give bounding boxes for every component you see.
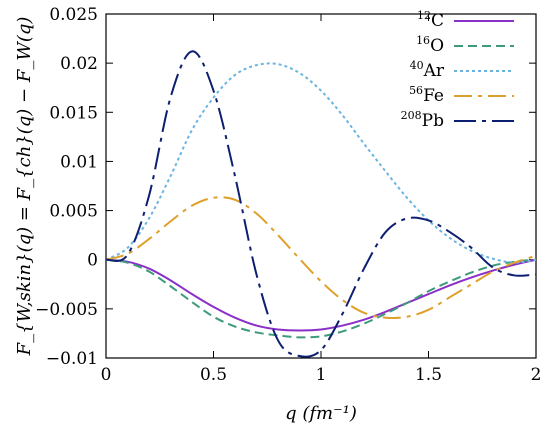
y-tick-label: 0.025 bbox=[49, 5, 98, 25]
x-tick-label: 2 bbox=[531, 365, 542, 385]
y-tick-label: −0.005 bbox=[35, 300, 98, 320]
x-axis-label: q (fm⁻¹) bbox=[285, 403, 357, 424]
legend-label-208Pb: 208Pb bbox=[401, 109, 444, 131]
series-layer bbox=[106, 50, 536, 358]
series-line-12C bbox=[106, 258, 536, 332]
legend-label-12C: 12C bbox=[417, 9, 444, 31]
series-line-16O bbox=[106, 258, 536, 339]
series-line-208Pb bbox=[106, 50, 536, 358]
legend-label-56Fe: 56Fe bbox=[409, 84, 444, 106]
y-tick-label: 0 bbox=[87, 251, 98, 271]
legend-label-40Ar: 40Ar bbox=[410, 59, 445, 81]
y-axis-label: F_{W,skin}(q) = F_{ch}(q) − F_W(q) bbox=[14, 17, 35, 357]
plot-frame bbox=[105, 13, 537, 359]
y-tick-label: 0.01 bbox=[60, 152, 98, 172]
legend-label-16O: 16O bbox=[416, 34, 444, 56]
ticks: 0 0.5 1 1.5 2 −0.01 −0.005 0 0.005 0.01 0.015 0.02 0… bbox=[35, 5, 541, 385]
y-tick-label: 0.005 bbox=[49, 202, 98, 222]
legend: 12C 16O 40Ar 56Fe 208Pb bbox=[401, 9, 514, 131]
x-tick-label: 0.5 bbox=[200, 365, 227, 385]
series-line-40Ar bbox=[106, 62, 536, 264]
x-tick-label: 1.5 bbox=[415, 365, 442, 385]
x-tick-label: 1 bbox=[316, 365, 327, 385]
x-tick-label: 0 bbox=[101, 365, 112, 385]
y-tick-label: −0.01 bbox=[46, 349, 98, 369]
y-tick-label: 0.02 bbox=[60, 54, 98, 74]
y-tick-label: 0.015 bbox=[49, 103, 98, 123]
series-line-56Fe bbox=[106, 196, 536, 320]
